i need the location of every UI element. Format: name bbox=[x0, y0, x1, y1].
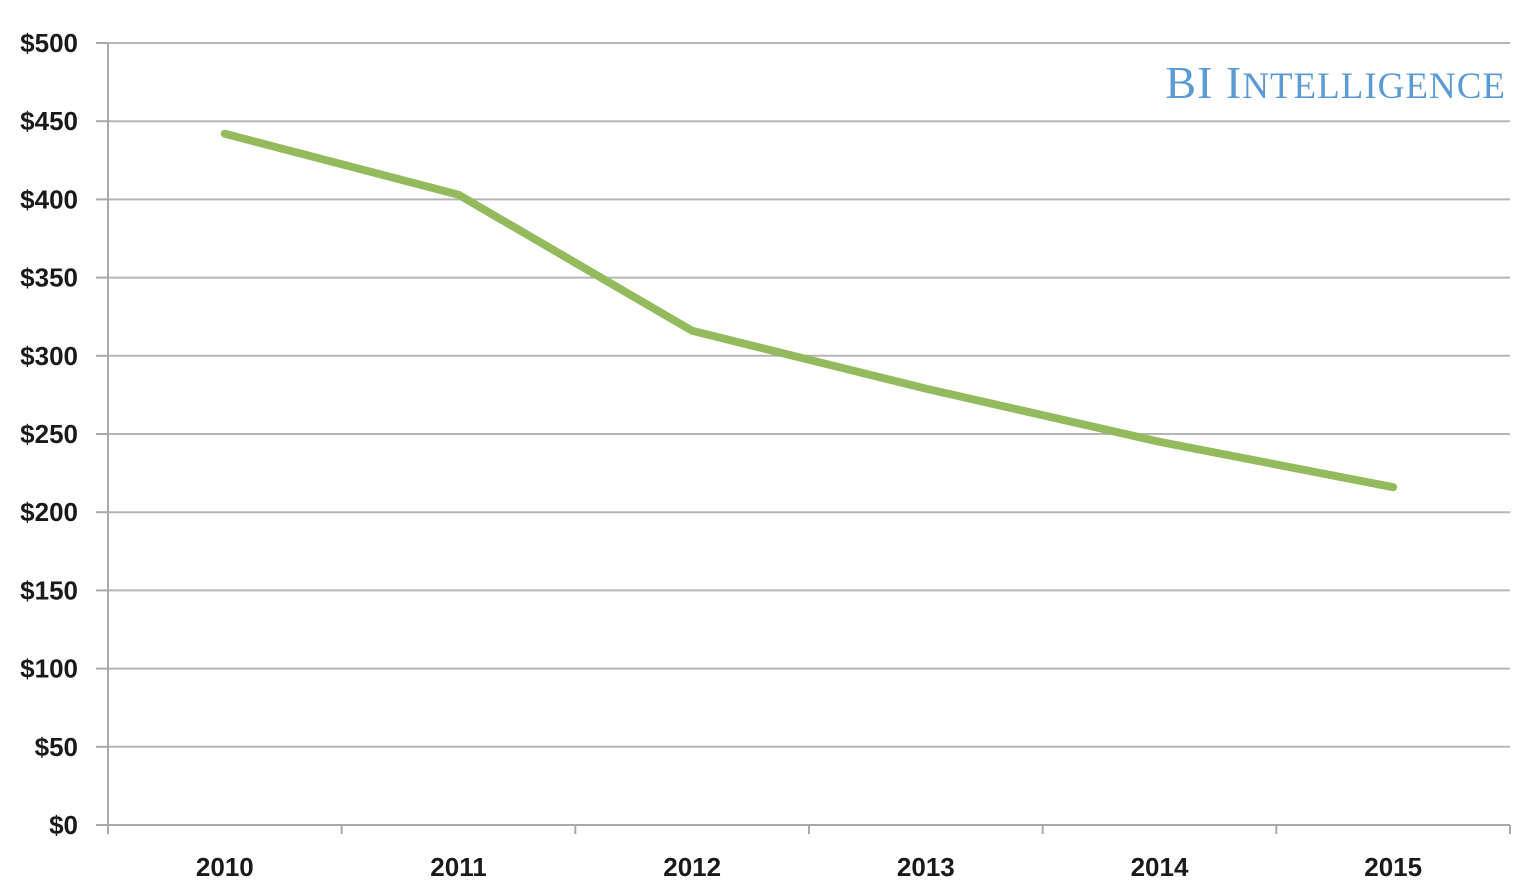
series bbox=[220, 129, 1398, 492]
y-tick-label: $500 bbox=[20, 28, 78, 58]
y-tick-label: $250 bbox=[20, 419, 78, 449]
x-tick-label: 2011 bbox=[430, 852, 486, 882]
axes bbox=[96, 42, 1511, 834]
brand-ntelligence: NTELLIGENCE bbox=[1242, 66, 1506, 107]
y-tick-label: $100 bbox=[20, 654, 78, 684]
y-tick-label: $150 bbox=[20, 575, 78, 605]
y-tick-label: $50 bbox=[35, 732, 78, 762]
y-tick-label: $200 bbox=[20, 497, 78, 527]
x-tick-label: 2010 bbox=[196, 852, 254, 882]
x-tick-label: 2012 bbox=[663, 852, 721, 882]
y-tick-label: $0 bbox=[49, 810, 78, 840]
brand-logo: BI INTELLIGENCE bbox=[1165, 57, 1506, 108]
brand-space bbox=[1213, 57, 1226, 108]
gridlines bbox=[108, 42, 1510, 748]
series-line bbox=[220, 129, 1398, 492]
brand-bi: BI bbox=[1165, 57, 1213, 108]
x-tick-label: 2013 bbox=[897, 852, 955, 882]
x-tick-label: 2015 bbox=[1364, 852, 1422, 882]
y-tick-label: $300 bbox=[20, 341, 78, 371]
x-axis-tick-labels: 2010 2011 2012 2013 2014 2015 bbox=[196, 852, 1422, 882]
y-tick-label: $400 bbox=[20, 184, 78, 214]
x-tick-label: 2014 bbox=[1131, 852, 1189, 882]
brand-i: I bbox=[1226, 57, 1242, 108]
y-tick-label: $350 bbox=[20, 263, 78, 293]
y-tick-label: $450 bbox=[20, 106, 78, 136]
y-axis-tick-labels: $0 $50 $100 $150 $200 $250 $300 $350 $400 $450 $50… bbox=[20, 28, 78, 840]
